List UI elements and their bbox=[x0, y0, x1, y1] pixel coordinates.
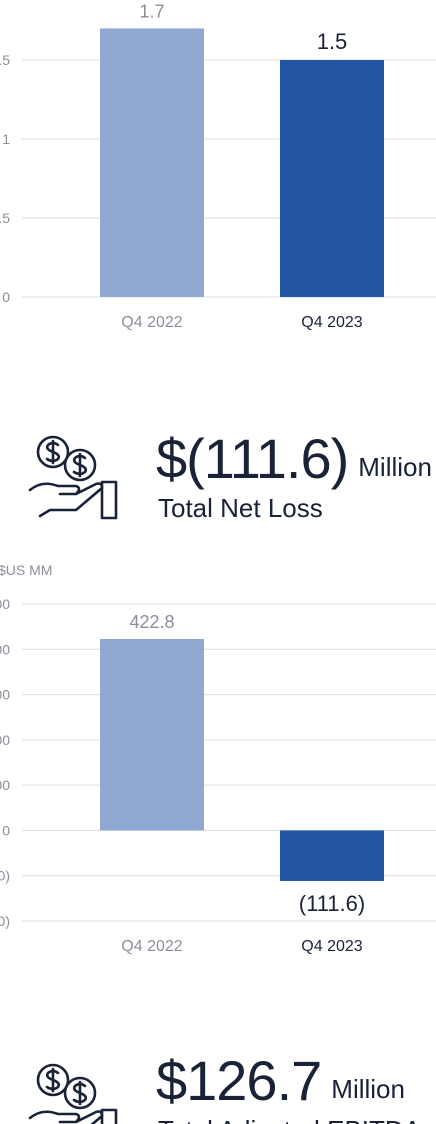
bar bbox=[100, 638, 204, 831]
kpi-label: Total Adjusted EBITDA bbox=[158, 1115, 422, 1124]
y-tick-label: 1 bbox=[2, 131, 10, 147]
y-tick-label: 1.5 bbox=[0, 52, 10, 68]
value-label: 1.5 bbox=[317, 29, 348, 54]
y-tick-label: 200 bbox=[0, 732, 10, 748]
y-tick-label: 0 bbox=[2, 822, 10, 838]
bar bbox=[100, 28, 204, 298]
y-tick-label: 0.5 bbox=[0, 210, 10, 226]
kpi-unit: Million bbox=[331, 1074, 405, 1104]
y-tick-label: (100) bbox=[0, 868, 10, 884]
bar bbox=[280, 60, 384, 297]
x-tick-label: Q4 2022 bbox=[121, 938, 182, 955]
y-tick-label: (200) bbox=[0, 913, 10, 929]
kpi-label: Total Net Loss bbox=[158, 493, 323, 523]
bar bbox=[280, 830, 384, 881]
x-tick-label: Q4 2022 bbox=[121, 314, 182, 331]
y-tick-label: 100 bbox=[0, 777, 10, 793]
y-axis-label: $US MM bbox=[0, 562, 52, 578]
y-tick-label: 0 bbox=[2, 289, 10, 305]
kpi-unit: Million bbox=[358, 452, 432, 482]
money-icon bbox=[28, 1063, 118, 1124]
value-label: 422.8 bbox=[129, 612, 174, 632]
x-tick-label: Q4 2023 bbox=[301, 314, 362, 331]
value-label: (111.6) bbox=[299, 891, 365, 916]
x-tick-label: Q4 2023 bbox=[301, 938, 362, 955]
money-icon bbox=[28, 435, 118, 520]
kpi-value: $(111.6) bbox=[156, 427, 348, 490]
kpi-value: $126.7 bbox=[156, 1049, 321, 1112]
y-tick-label: 300 bbox=[0, 687, 10, 703]
y-tick-label: 400 bbox=[0, 641, 10, 657]
value-label: 1.7 bbox=[139, 1, 164, 21]
y-tick-label: 500 bbox=[0, 596, 10, 612]
